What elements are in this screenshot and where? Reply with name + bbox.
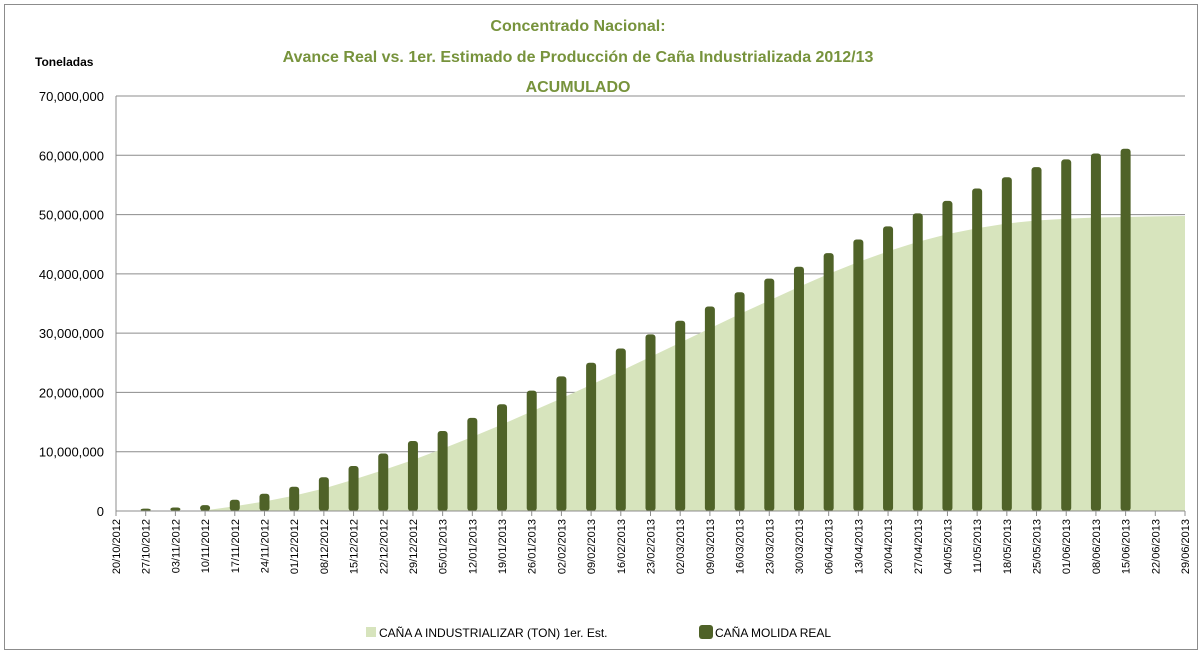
legend-swatch-estimate xyxy=(366,627,376,637)
x-tick-label: 20/10/2012 xyxy=(111,519,123,574)
y-axis-label: Toneladas xyxy=(35,55,94,69)
bar-actual xyxy=(170,507,181,511)
legend-label-estimate: CAÑA A INDUSTRIALIZAR (TON) 1er. Est. xyxy=(379,626,608,640)
x-tick-label: 24/11/2012 xyxy=(259,519,271,573)
bar-actual xyxy=(140,508,151,511)
x-tick-label: 22/06/2013 xyxy=(1150,519,1162,574)
chart-title-line-2: Avance Real vs. 1er. Estimado de Producc… xyxy=(283,49,874,66)
x-tick-label: 08/12/2012 xyxy=(319,519,331,574)
x-tick-label: 29/12/2012 xyxy=(408,519,420,574)
x-tick-label: 22/12/2012 xyxy=(378,519,390,574)
bar-actual xyxy=(467,417,478,511)
actual-bar-series xyxy=(140,148,1131,511)
x-tick-label: 01/06/2013 xyxy=(1061,519,1073,574)
x-tick-label: 20/04/2013 xyxy=(883,519,895,574)
bar-actual xyxy=(1120,148,1131,511)
bar-actual xyxy=(883,226,894,511)
bar-actual xyxy=(734,292,745,511)
bar-actual xyxy=(289,486,300,511)
bar-actual xyxy=(793,266,804,511)
gridlines xyxy=(116,95,1185,453)
y-tick-label: 70,000,000 xyxy=(39,89,104,104)
x-tick-label: 16/02/2013 xyxy=(616,519,628,574)
x-axis-ticks: 20/10/2012 27/10/2012 03/11/2012 10/11/2012… xyxy=(111,511,1192,574)
x-tick-label: 30/03/2013 xyxy=(794,519,806,574)
legend-label-actual: CAÑA MOLIDA REAL xyxy=(715,626,831,640)
x-tick-label: 16/03/2013 xyxy=(735,519,747,574)
x-tick-label: 02/02/2013 xyxy=(556,519,568,574)
bar-actual xyxy=(1001,177,1012,511)
bar-actual xyxy=(526,390,537,511)
x-tick-label: 27/10/2012 xyxy=(141,519,153,574)
x-tick-label: 15/12/2012 xyxy=(349,519,361,574)
bar-actual xyxy=(912,213,923,511)
bar-actual xyxy=(764,278,775,511)
x-tick-label: 25/05/2013 xyxy=(1032,519,1044,574)
y-tick-label: 20,000,000 xyxy=(39,385,104,400)
x-tick-label: 03/11/2012 xyxy=(170,519,182,573)
x-tick-label: 18/05/2013 xyxy=(1002,519,1014,574)
x-tick-label: 17/11/2012 xyxy=(230,519,242,573)
x-tick-label: 12/01/2013 xyxy=(467,519,479,574)
bar-actual xyxy=(972,188,983,511)
x-tick-label: 19/01/2013 xyxy=(497,519,509,574)
chart-canvas: 0 10,000,000 20,000,000 30,000,000 40,000,00… xyxy=(35,18,1192,640)
x-tick-label: 13/04/2013 xyxy=(853,519,865,574)
bar-actual xyxy=(1090,153,1101,511)
bar-actual xyxy=(586,362,597,511)
bar-actual xyxy=(704,306,715,511)
y-tick-label: 50,000,000 xyxy=(39,208,104,223)
legend-swatch-actual xyxy=(699,625,713,639)
x-tick-label: 23/03/2013 xyxy=(764,519,776,574)
bar-actual xyxy=(823,253,834,511)
x-tick-label: 05/01/2013 xyxy=(438,519,450,574)
bar-actual xyxy=(853,239,864,511)
bar-actual xyxy=(645,334,656,511)
x-tick-label: 09/03/2013 xyxy=(705,519,717,574)
bar-actual xyxy=(259,493,270,511)
y-tick-label: 40,000,000 xyxy=(39,267,104,282)
y-tick-label: 60,000,000 xyxy=(39,148,104,163)
x-tick-label: 01/12/2012 xyxy=(289,519,301,574)
bar-actual xyxy=(229,499,240,511)
y-tick-label: 30,000,000 xyxy=(39,326,104,341)
x-tick-label: 29/06/2013 xyxy=(1180,519,1192,574)
bar-actual xyxy=(200,505,211,511)
x-tick-label: 06/04/2013 xyxy=(824,519,836,574)
y-axis-ticks: 0 10,000,000 20,000,000 30,000,000 40,000,00… xyxy=(39,89,104,519)
x-tick-label: 26/01/2013 xyxy=(527,519,539,574)
bar-actual xyxy=(556,376,567,511)
bar-actual xyxy=(675,320,686,511)
bar-actual xyxy=(437,430,448,511)
x-tick-label: 27/04/2013 xyxy=(913,519,925,574)
chart-frame: 0 10,000,000 20,000,000 30,000,000 40,000,00… xyxy=(4,4,1198,650)
x-tick-label: 04/05/2013 xyxy=(942,519,954,574)
chart-title-line-3: ACUMULADO xyxy=(526,79,631,96)
bar-actual xyxy=(497,404,508,511)
bar-actual xyxy=(378,453,389,511)
x-tick-label: 11/05/2013 xyxy=(972,519,984,573)
x-tick-label: 09/02/2013 xyxy=(586,519,598,574)
x-tick-label: 23/02/2013 xyxy=(646,519,658,574)
x-tick-label: 02/03/2013 xyxy=(675,519,687,574)
bar-actual xyxy=(1031,167,1042,511)
bar-actual xyxy=(1061,159,1072,511)
bar-actual xyxy=(318,477,329,511)
x-tick-label: 10/11/2012 xyxy=(200,519,212,573)
bar-actual xyxy=(407,441,418,511)
chart-title-line-1: Concentrado Nacional: xyxy=(490,18,665,35)
bar-actual xyxy=(348,465,359,511)
y-tick-label: 10,000,000 xyxy=(39,445,104,460)
bar-actual xyxy=(615,348,626,511)
x-tick-label: 15/06/2013 xyxy=(1121,519,1133,574)
x-tick-label: 08/06/2013 xyxy=(1091,519,1103,574)
bar-actual xyxy=(942,200,953,511)
y-tick-label: 0 xyxy=(97,504,104,519)
legend: CAÑA A INDUSTRIALIZAR (TON) 1er. Est. CA… xyxy=(366,625,831,640)
